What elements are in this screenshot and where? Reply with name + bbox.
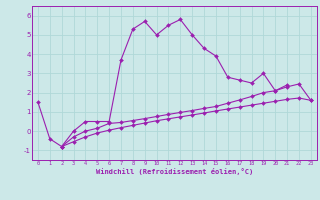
X-axis label: Windchill (Refroidissement éolien,°C): Windchill (Refroidissement éolien,°C) [96, 168, 253, 175]
